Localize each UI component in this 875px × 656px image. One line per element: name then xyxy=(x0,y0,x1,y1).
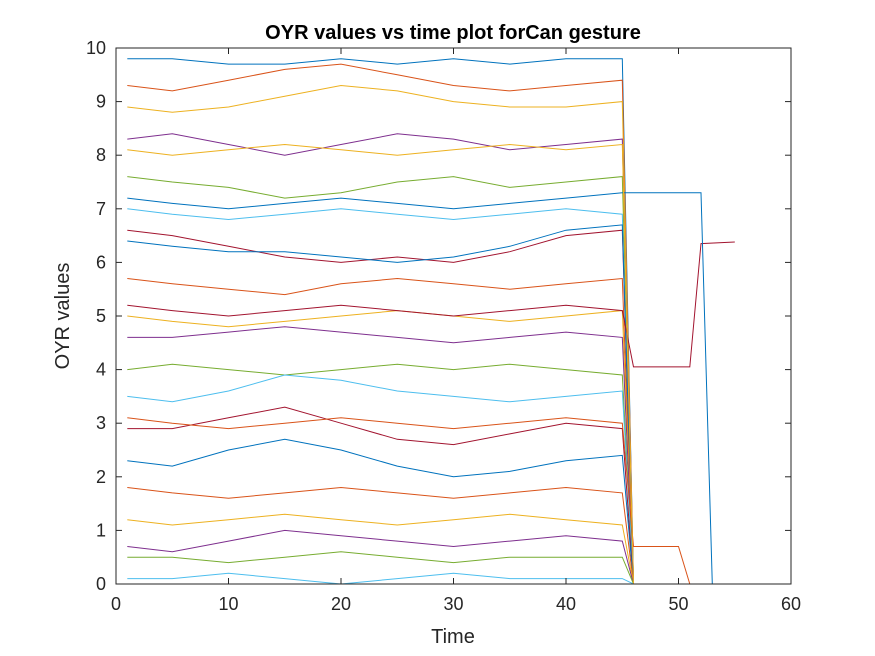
x-tick-label: 0 xyxy=(111,594,121,614)
x-tick-label: 30 xyxy=(443,594,463,614)
x-tick-label: 60 xyxy=(781,594,801,614)
y-tick-label: 7 xyxy=(96,199,106,219)
y-tick-label: 9 xyxy=(96,92,106,112)
series-line-17 xyxy=(127,513,645,585)
series-layer xyxy=(127,58,735,585)
series-line-24 xyxy=(127,143,735,585)
x-tick-label: 40 xyxy=(556,594,576,614)
series-line-13 xyxy=(127,374,645,585)
series-line-5 xyxy=(127,176,645,585)
series-line-18 xyxy=(127,529,645,585)
x-axis-label: Time xyxy=(431,626,475,648)
series-line-12 xyxy=(127,363,645,585)
series-line-14 xyxy=(127,406,645,585)
x-tick-label: 20 xyxy=(331,594,351,614)
series-line-23 xyxy=(127,417,735,585)
series-line-3 xyxy=(127,84,645,585)
y-axis-label: OYR values xyxy=(52,263,74,370)
chart-title: OYR values vs time plot forCan gesture xyxy=(265,22,641,44)
series-line-20 xyxy=(127,572,645,585)
series-line-11 xyxy=(127,326,645,585)
y-tick-label: 2 xyxy=(96,467,106,487)
y-tick-label: 5 xyxy=(96,306,106,326)
x-ticks: 0 10 20 30 40 50 60 xyxy=(111,48,801,614)
series-line-9 xyxy=(127,277,645,585)
series-line-16 xyxy=(127,486,645,585)
y-tick-label: 0 xyxy=(96,574,106,594)
y-tick-label: 10 xyxy=(86,38,106,58)
series-line-15 xyxy=(127,438,645,585)
x-tick-label: 10 xyxy=(218,594,238,614)
y-tick-label: 4 xyxy=(96,360,106,380)
series-line-21 xyxy=(127,241,735,368)
y-tick-label: 8 xyxy=(96,145,106,165)
series-line-19 xyxy=(127,551,645,585)
series-line-22 xyxy=(127,192,735,585)
y-tick-label: 1 xyxy=(96,520,106,540)
y-ticks: 0 1 2 3 4 5 6 7 8 9 10 xyxy=(86,38,791,594)
y-tick-label: 3 xyxy=(96,413,106,433)
series-line-8 xyxy=(127,224,645,585)
x-tick-label: 50 xyxy=(668,594,688,614)
y-tick-label: 6 xyxy=(96,252,106,272)
